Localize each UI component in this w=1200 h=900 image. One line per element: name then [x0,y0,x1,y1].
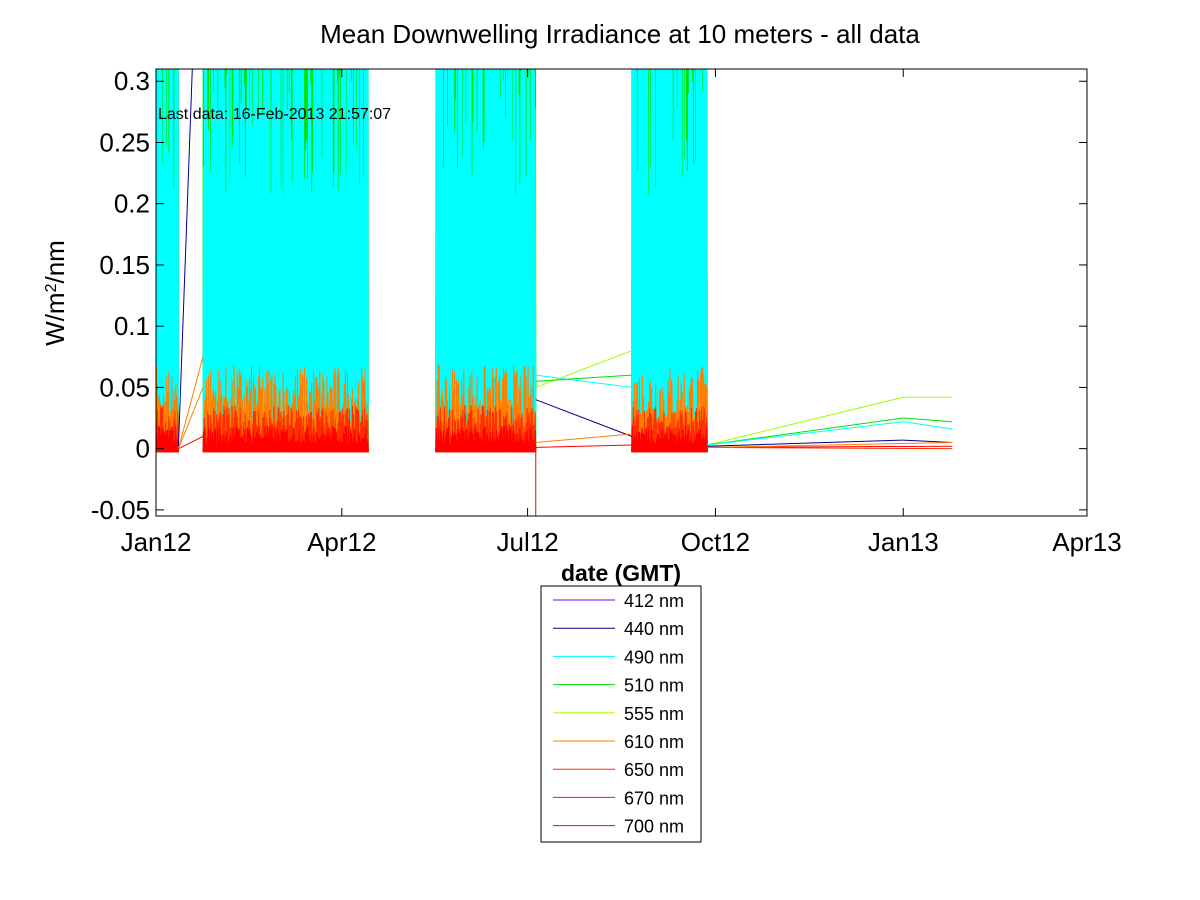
series-gap-line [707,442,953,448]
last-data-annotation: Last data: 16-Feb-2013 21:57:07 [158,106,391,123]
series-line-700-nm-seg2 [435,425,537,453]
x-tick-label: Oct12 [681,527,750,557]
x-tick-label: Jul12 [497,527,559,557]
series-gap-line [707,421,904,446]
series-gap-line [707,446,953,450]
legend-label: 440 nm [624,619,684,639]
x-tick-label: Apr13 [1052,527,1121,557]
series-gap-line [535,444,632,448]
y-axis-label-sup: 2 [43,283,60,292]
series-gap-line [535,350,632,388]
axes-box [155,68,1088,517]
series-gap-line [178,435,204,450]
series-line-700-nm-seg3 [631,425,708,453]
y-axis-label: W/m2/nm [40,240,70,346]
series-gap-line [707,396,904,446]
x-tick-label: Jan12 [121,527,192,557]
series-gap-line [535,374,632,388]
x-axis-label: date (GMT) [561,560,681,586]
legend-label: 610 nm [624,732,684,752]
y-axis-label-tail: /nm [40,240,70,283]
series-gap-line [535,374,632,382]
series-group [156,69,953,516]
legend: 412 nm 440 nm 490 nm 510 nm 555 nm 610 nm 650 … [540,585,702,843]
y-tick-label: -0.05 [91,495,150,525]
series-gap-line [535,433,632,444]
series-gap-line [177,69,193,447]
y-tick-label: 0.2 [114,189,150,219]
legend-label: 555 nm [624,704,684,724]
series-gap-line [707,439,904,447]
legend-label: 510 nm [624,676,684,696]
y-tick-label: 0.15 [99,250,150,280]
legend-label: 650 nm [624,760,684,780]
series-gap-line [903,439,953,444]
y-tick-label: 0 [136,434,150,464]
series-line-490-nm-seg1 [202,69,369,453]
x-tick-label: Apr12 [307,527,376,557]
legend-label: 700 nm [624,817,684,837]
series-gap-line [177,387,204,449]
chart-title: Mean Downwelling Irradiance at 10 meters… [320,19,920,49]
series-line-700-nm-seg0 [156,425,179,453]
legend-label: 670 nm [624,788,684,808]
series-line-700-nm-seg1 [202,425,369,453]
y-tick-label: 0.3 [114,66,150,96]
series-gap-line [707,417,904,446]
legend-label: 412 nm [624,591,684,611]
series-gap-line [903,421,953,430]
y-tick-label: 0.1 [114,311,150,341]
y-axis-label-base: W/m [40,292,70,345]
y-tick-label: 0.25 [99,127,150,157]
legend-label: 490 nm [624,647,684,667]
x-tick-label: Jan13 [868,527,939,557]
series-gap-line [903,417,953,423]
series-gap-line [535,399,632,437]
y-tick-label: 0.05 [99,372,150,402]
plot-area: -0.05 0 0.05 0.1 0.15 0.2 0.25 0.3 Jan12 Apr12 Jul… [91,66,1122,557]
series-gap-line [177,356,204,449]
